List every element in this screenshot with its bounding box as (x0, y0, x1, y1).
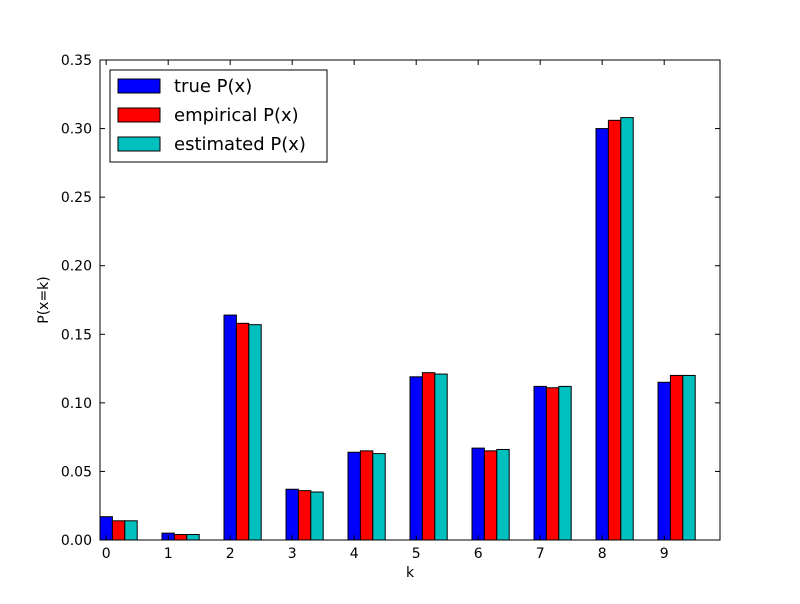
x-axis-ticks: 0 1 2 3 4 5 6 7 8 9 (102, 60, 669, 562)
bar-estimated-0 (124, 520, 138, 541)
legend-label: empirical P(x) (174, 105, 299, 126)
bar-empirical-3 (297, 490, 312, 541)
bar-empirical-4 (359, 450, 374, 541)
bar-true-6 (471, 447, 485, 541)
y-axis-label: P(x=k) (36, 276, 52, 324)
x-tick-label: 8 (598, 546, 607, 562)
y-tick-label: 0.10 (61, 396, 92, 412)
x-tick-label: 6 (474, 546, 483, 562)
bar-empirical-7 (545, 387, 560, 541)
x-tick-label: 7 (536, 546, 545, 562)
y-axis-ticks: 0.00 0.05 0.10 0.15 0.20 0.25 0.30 0.35 (61, 53, 720, 549)
bar-empirical-9 (669, 374, 684, 541)
bar-empirical-0 (111, 520, 126, 541)
x-tick-label: 5 (412, 546, 421, 562)
y-tick-label: 0.05 (61, 464, 92, 480)
bar-true-3 (285, 488, 299, 541)
bar-estimated-8 (620, 117, 634, 541)
x-axis-label: k (406, 565, 415, 581)
y-tick-label: 0.00 (61, 533, 92, 549)
bar-estimated-7 (558, 385, 572, 541)
legend-swatch (117, 136, 161, 152)
legend-swatch (117, 107, 161, 123)
legend-label: estimated P(x) (174, 134, 306, 155)
bar-true-2 (223, 314, 237, 541)
x-tick-label: 9 (660, 546, 669, 562)
y-tick-label: 0.15 (61, 327, 92, 343)
bar-empirical-8 (607, 119, 622, 541)
y-tick-label: 0.20 (61, 259, 92, 275)
bar-estimated-3 (310, 491, 324, 541)
legend-label: true P(x) (174, 76, 252, 97)
bars-layer (99, 117, 696, 541)
bar-estimated-6 (496, 448, 510, 541)
axes-frame (99, 59, 721, 541)
x-tick-label: 1 (164, 546, 173, 562)
y-tick-label: 0.35 (61, 53, 92, 69)
y-tick-label: 0.30 (61, 122, 92, 138)
bar-empirical-5 (421, 372, 436, 541)
bar-empirical-6 (483, 450, 498, 541)
bar-true-7 (533, 385, 547, 541)
bar-estimated-5 (434, 373, 448, 541)
bar-empirical-2 (235, 322, 250, 541)
x-tick-label: 2 (226, 546, 235, 562)
bar-estimated-9 (682, 374, 696, 541)
bar-true-8 (595, 128, 609, 541)
x-tick-label: 3 (288, 546, 297, 562)
legend-swatch (117, 78, 161, 94)
y-tick-label: 0.25 (61, 190, 92, 206)
x-tick-label: 4 (350, 546, 359, 562)
bar-estimated-2 (248, 324, 262, 541)
bar-estimated-4 (372, 453, 386, 541)
legend: true P(x) empirical P(x) estimated P(x) (109, 69, 328, 163)
bar-estimated-1 (186, 534, 200, 541)
bar-true-4 (347, 451, 361, 541)
x-tick-label: 0 (102, 546, 111, 562)
bar-true-5 (409, 376, 423, 541)
bar-empirical-1 (173, 534, 188, 541)
bar-true-9 (657, 381, 671, 541)
